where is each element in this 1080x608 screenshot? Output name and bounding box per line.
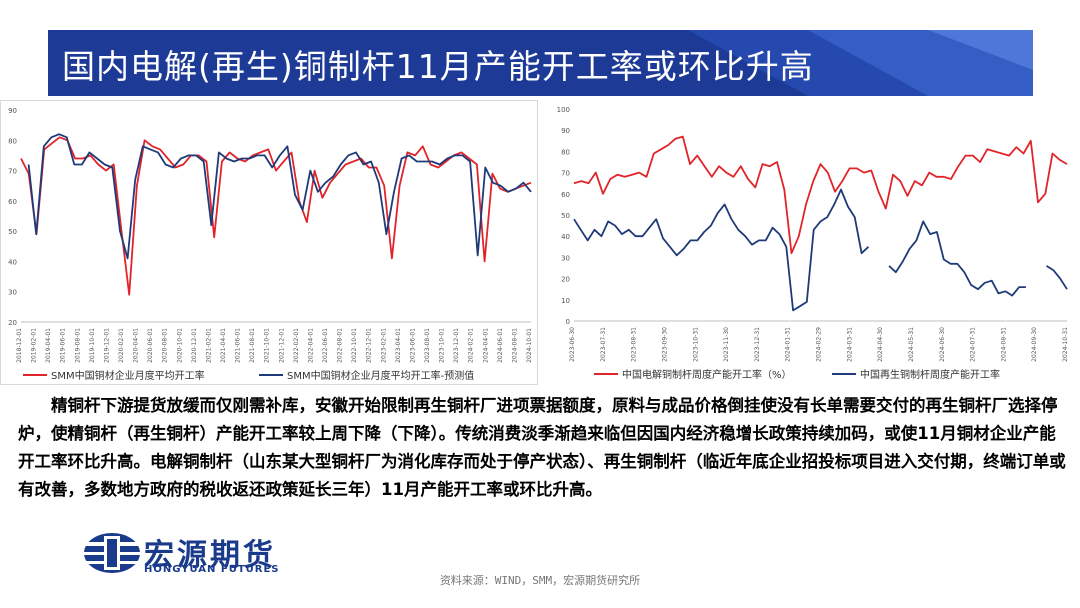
- data-source-note: 资料来源：WIND，SMM，宏源期货研究所: [439, 574, 641, 587]
- left-x-tick-label: 2019-12-01: [103, 328, 110, 363]
- left-y-tick-label: 40: [8, 258, 17, 266]
- left-y-tick-label: 30: [8, 289, 17, 297]
- left-y-tick-label: 60: [8, 198, 17, 206]
- right-y-tick-label: 20: [561, 276, 570, 284]
- left-x-tick-label: 2023-04-01: [395, 328, 402, 363]
- left-x-tick-label: 2019-02-01: [31, 328, 38, 363]
- left-x-tick-label: 2022-10-01: [351, 328, 358, 363]
- right-chart-svg: 0 10 20 30 40 50 60 70 80 90 100 2023-06-30 2023-07-…: [557, 106, 1069, 381]
- right-legend-label-2: 中国再生铜制杆周度产能开工率: [860, 368, 1000, 381]
- left-x-tick-label: 2018-12-01: [16, 328, 23, 363]
- analysis-paragraph: 精铜杆下游提货放缓而仅刚需补库，安徽开始限制再生铜杆厂进项票据额度，原料与成品价…: [18, 396, 1066, 499]
- left-x-tick-label: 2020-02-01: [118, 328, 125, 363]
- left-x-tick-label: 2020-06-01: [147, 328, 154, 363]
- left-x-tick-label: 2023-10-01: [439, 328, 446, 363]
- right-line-chart: 0 10 20 30 40 50 60 70 80 90 100 2023-06-30 2023-07-…: [542, 100, 1080, 385]
- left-x-tick-label: 2021-08-01: [249, 328, 256, 363]
- left-x-tick-label: 2023-08-01: [424, 328, 431, 363]
- right-x-tick-label: 2024-07-31: [970, 327, 977, 362]
- left-series-line-1: [20, 136, 532, 296]
- right-y-tick-label: 100: [557, 106, 570, 114]
- left-x-tick-label: 2022-02-01: [293, 328, 300, 363]
- right-y-tick-label: 70: [561, 170, 570, 178]
- company-logo: 宏源期货 HONGYUAN FUTURES: [82, 528, 312, 578]
- left-y-tick-label: 80: [8, 137, 17, 145]
- left-x-tick-label: 2021-04-01: [220, 328, 227, 363]
- left-x-tick-label: 2023-12-01: [453, 328, 460, 363]
- right-x-tick-label: 2023-12-31: [754, 327, 761, 362]
- left-x-tick-label: 2022-06-01: [322, 328, 329, 363]
- left-x-tick-label: 2021-06-01: [235, 328, 242, 363]
- right-y-tick-label: 40: [561, 233, 570, 241]
- left-x-tick-label: 2024-04-01: [482, 328, 489, 363]
- right-y-tick-label: 80: [561, 148, 570, 156]
- left-x-tick-label: 2023-02-01: [380, 328, 387, 363]
- left-x-tick-label: 2023-06-01: [409, 328, 416, 363]
- left-legend-label-1: SMM中国铜材企业月度平均开工率: [51, 369, 205, 382]
- left-x-tick-label: 2019-08-01: [74, 328, 81, 363]
- left-y-tick-label: 90: [8, 107, 17, 115]
- logo-name-cn: 宏源期货: [144, 538, 276, 573]
- right-series-line-1: [573, 135, 1068, 255]
- left-x-tick-label: 2020-04-01: [133, 328, 140, 363]
- left-x-tick-label: 2022-04-01: [307, 328, 314, 363]
- banner-background: [48, 30, 1033, 96]
- right-x-tick-label: 2024-02-29: [816, 327, 823, 362]
- logo-name-en: HONGYUAN FUTURES: [144, 564, 280, 575]
- right-x-tick-label: 2024-09-30: [1031, 327, 1038, 362]
- title-banner: 国内电解(再生)铜制杆11月产能开工率或环比升高: [48, 30, 1033, 96]
- left-x-tick-label: 2021-10-01: [264, 328, 271, 363]
- left-x-tick-label: 2024-10-01: [526, 328, 533, 363]
- left-x-tick-label: 2021-02-01: [205, 328, 212, 363]
- left-x-tick-label: 2022-08-01: [337, 328, 344, 363]
- right-y-tick-label: 50: [561, 212, 570, 220]
- logo-emblem-icon: [84, 533, 140, 573]
- right-legend-label-1: 中国电解铜制杆周度产能开工率（%）: [622, 368, 792, 381]
- right-x-tick-label: 2023-11-30: [723, 327, 730, 362]
- right-x-tick-label: 2024-08-31: [1000, 327, 1007, 362]
- right-x-tick-label: 2023-09-30: [661, 327, 668, 362]
- right-y-tick-label: 30: [561, 254, 570, 262]
- left-x-tick-label: 2019-06-01: [60, 328, 67, 363]
- right-x-tick-label: 2024-04-30: [877, 327, 884, 362]
- page-title: 国内电解(再生)铜制杆11月产能开工率或环比升高: [62, 47, 814, 86]
- left-x-tick-label: 2020-10-01: [176, 328, 183, 363]
- left-x-tick-label: 2021-12-01: [278, 328, 285, 363]
- right-x-tick-label: 2024-01-31: [785, 327, 792, 362]
- left-line-chart: 20 30 40 50 60 70 80 90 2018-12-01 2019-02-01 2019…: [0, 100, 538, 385]
- left-legend-label-2: SMM中国铜材企业月度平均开工率-预测值: [287, 369, 474, 382]
- right-x-tick-label: 2024-03-31: [846, 327, 853, 362]
- left-y-tick-label: 50: [8, 228, 17, 236]
- left-x-tick-label: 2024-08-01: [511, 328, 518, 363]
- right-x-tick-label: 2024-06-30: [939, 327, 946, 362]
- right-x-tick-label: 2023-07-31: [600, 327, 607, 362]
- left-x-tick-label: 2024-02-01: [468, 328, 475, 363]
- right-x-tick-label: 2024-05-31: [908, 327, 915, 362]
- right-y-tick-label: 60: [561, 191, 570, 199]
- right-x-tick-label: 2023-08-31: [631, 327, 638, 362]
- right-y-tick-label: 10: [561, 297, 570, 305]
- left-x-tick-label: 2019-10-01: [89, 328, 96, 363]
- left-x-tick-label: 2024-06-01: [497, 328, 504, 363]
- right-series-line-2: [573, 188, 1068, 312]
- left-x-tick-label: 2020-12-01: [191, 328, 198, 363]
- left-x-tick-label: 2020-08-01: [162, 328, 169, 363]
- right-x-tick-label: 2023-10-31: [692, 327, 699, 362]
- left-x-tick-label: 2019-04-01: [45, 328, 52, 363]
- left-chart-svg: 20 30 40 50 60 70 80 90 2018-12-01 2019-02-01 2019…: [8, 107, 533, 382]
- left-y-tick-label: 20: [8, 319, 17, 327]
- left-x-tick-label: 2022-12-01: [366, 328, 373, 363]
- right-y-tick-label: 90: [561, 127, 570, 135]
- right-x-tick-label: 2024-10-31: [1062, 327, 1069, 362]
- left-y-tick-label: 70: [8, 168, 17, 176]
- left-series-line-2: [27, 133, 532, 260]
- right-y-tick-label: 0: [566, 318, 570, 326]
- right-x-tick-label: 2023-06-30: [569, 327, 576, 362]
